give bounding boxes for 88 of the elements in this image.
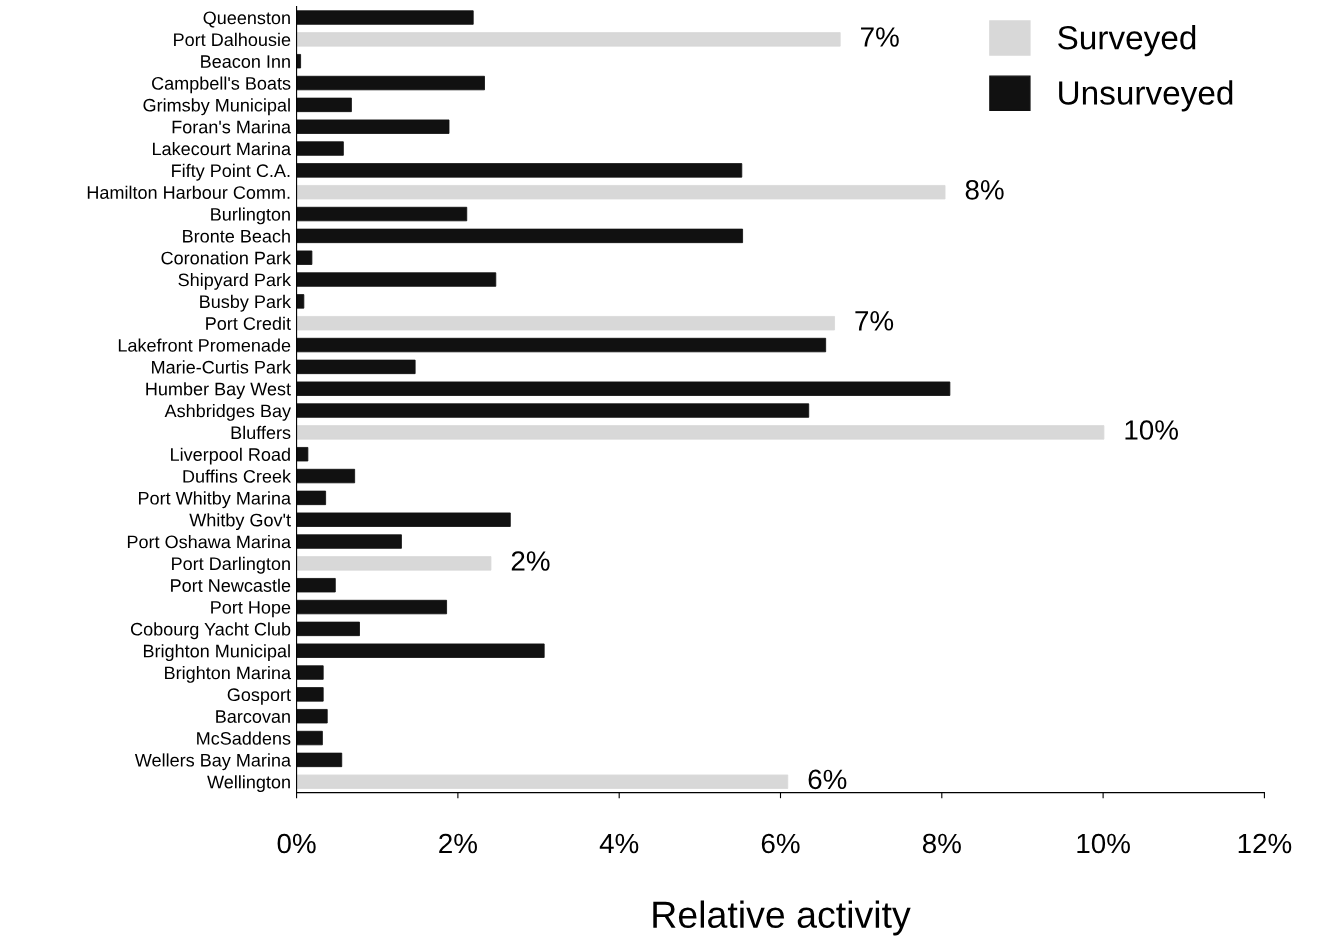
y-tick-label: Port Dalhousie	[174, 32, 291, 47]
data-label: 8%	[965, 180, 1004, 200]
bar	[296, 10, 474, 25]
y-tick-label: Campbell's Boats	[152, 76, 291, 94]
y-tick-label: Bronte Beach	[183, 229, 290, 243]
bar	[296, 774, 789, 789]
bar	[296, 643, 545, 658]
y-tick-label: Brighton Municipal	[143, 644, 290, 662]
y-tick-label: Beacon Inn	[201, 55, 290, 68]
bar	[296, 359, 416, 375]
y-tick-label: Shipyard Park	[178, 273, 292, 290]
y-tick-label: Lakecourt Marina	[153, 142, 292, 156]
y-tick-label: Gosport	[227, 688, 291, 705]
bar	[296, 272, 497, 287]
y-tick-label: Port Oshawa Marina	[127, 535, 292, 549]
data-label: 7%	[855, 311, 894, 331]
bar	[296, 185, 946, 200]
bar	[296, 665, 324, 680]
data-label: 10%	[1125, 420, 1178, 440]
y-tick-label: Port Darlington	[172, 556, 290, 574]
y-tick-label: Cobourg Yacht Club	[131, 622, 291, 640]
bar	[296, 97, 352, 113]
y-tick-label: Lakefront Promenade	[118, 338, 291, 352]
bar	[296, 468, 356, 484]
bar	[296, 250, 313, 265]
bar	[296, 206, 468, 222]
bar	[296, 730, 323, 746]
y-tick-label: Brighton Marina	[165, 666, 292, 683]
y-tick-label: McSaddens	[197, 731, 291, 745]
y-tick-label: Foran's Marina	[172, 120, 292, 134]
y-tick-label: Wellers Bay Marina	[134, 753, 292, 771]
bar	[296, 425, 1105, 440]
bar	[296, 512, 511, 527]
y-tick-label: Liverpool Road	[171, 447, 290, 465]
x-tick-label: 8%	[922, 833, 961, 854]
y-tick-label: Wellington	[207, 775, 290, 793]
bar	[296, 294, 305, 309]
x-tick-label: 2%	[439, 833, 477, 854]
bar	[296, 119, 450, 134]
data-label: 6%	[808, 769, 847, 790]
bar	[296, 534, 402, 549]
y-tick-label: Whitby Gov't	[189, 513, 291, 531]
bar	[296, 54, 302, 69]
x-tick-label: 6%	[761, 833, 800, 854]
bar	[296, 75, 485, 91]
bar	[296, 687, 324, 702]
y-tick-label: Hamilton Harbour Comm.	[87, 185, 290, 199]
y-tick-label: Ashbridges Bay	[164, 404, 291, 421]
bar	[296, 163, 743, 178]
bar	[296, 490, 327, 506]
x-tick-label: 10%	[1077, 833, 1130, 854]
bar	[296, 228, 744, 244]
x-tick-label: 4%	[599, 833, 639, 854]
y-tick-label: Grimsby Municipal	[143, 98, 290, 116]
data-label: 7%	[861, 27, 899, 47]
bar	[296, 337, 827, 353]
bar	[296, 32, 841, 47]
y-tick-label: Queenston	[203, 11, 290, 28]
y-tick-label: Port Whitby Marina	[138, 491, 292, 509]
y-tick-label: Duffins Creek	[183, 469, 292, 483]
x-tick-label: 0%	[277, 833, 316, 854]
y-tick-label: Burlington	[211, 207, 290, 225]
y-tick-label: Coronation Park	[161, 251, 292, 265]
bar	[296, 578, 336, 593]
bar	[296, 752, 343, 768]
x-tick-label: 12%	[1238, 833, 1292, 854]
bar	[296, 141, 344, 156]
legend-label: Unsurveyed	[1059, 80, 1233, 112]
y-tick-label: Barcovan	[216, 710, 290, 723]
bar	[296, 621, 360, 637]
y-tick-label: Busby Park	[200, 294, 292, 312]
y-tick-label: Fifty Point C.A.	[172, 163, 290, 181]
bar	[296, 599, 448, 615]
bar	[296, 316, 835, 331]
y-tick-label: Bluffers	[231, 425, 291, 440]
y-tick-label: Port Newcastle	[171, 578, 291, 592]
bar	[296, 556, 492, 571]
bar	[296, 709, 328, 724]
y-tick-label: Marie-Curtis Park	[152, 360, 292, 374]
legend-label: Surveyed	[1058, 25, 1196, 57]
bar	[296, 403, 810, 418]
y-tick-label: Port Credit	[206, 316, 291, 330]
bar	[296, 447, 309, 462]
data-label: 2%	[511, 551, 550, 571]
bar	[296, 381, 951, 396]
y-tick-label: Humber Bay West	[146, 382, 291, 400]
y-tick-label: Port Hope	[211, 601, 291, 618]
x-axis-title: Relative activity	[653, 900, 911, 936]
